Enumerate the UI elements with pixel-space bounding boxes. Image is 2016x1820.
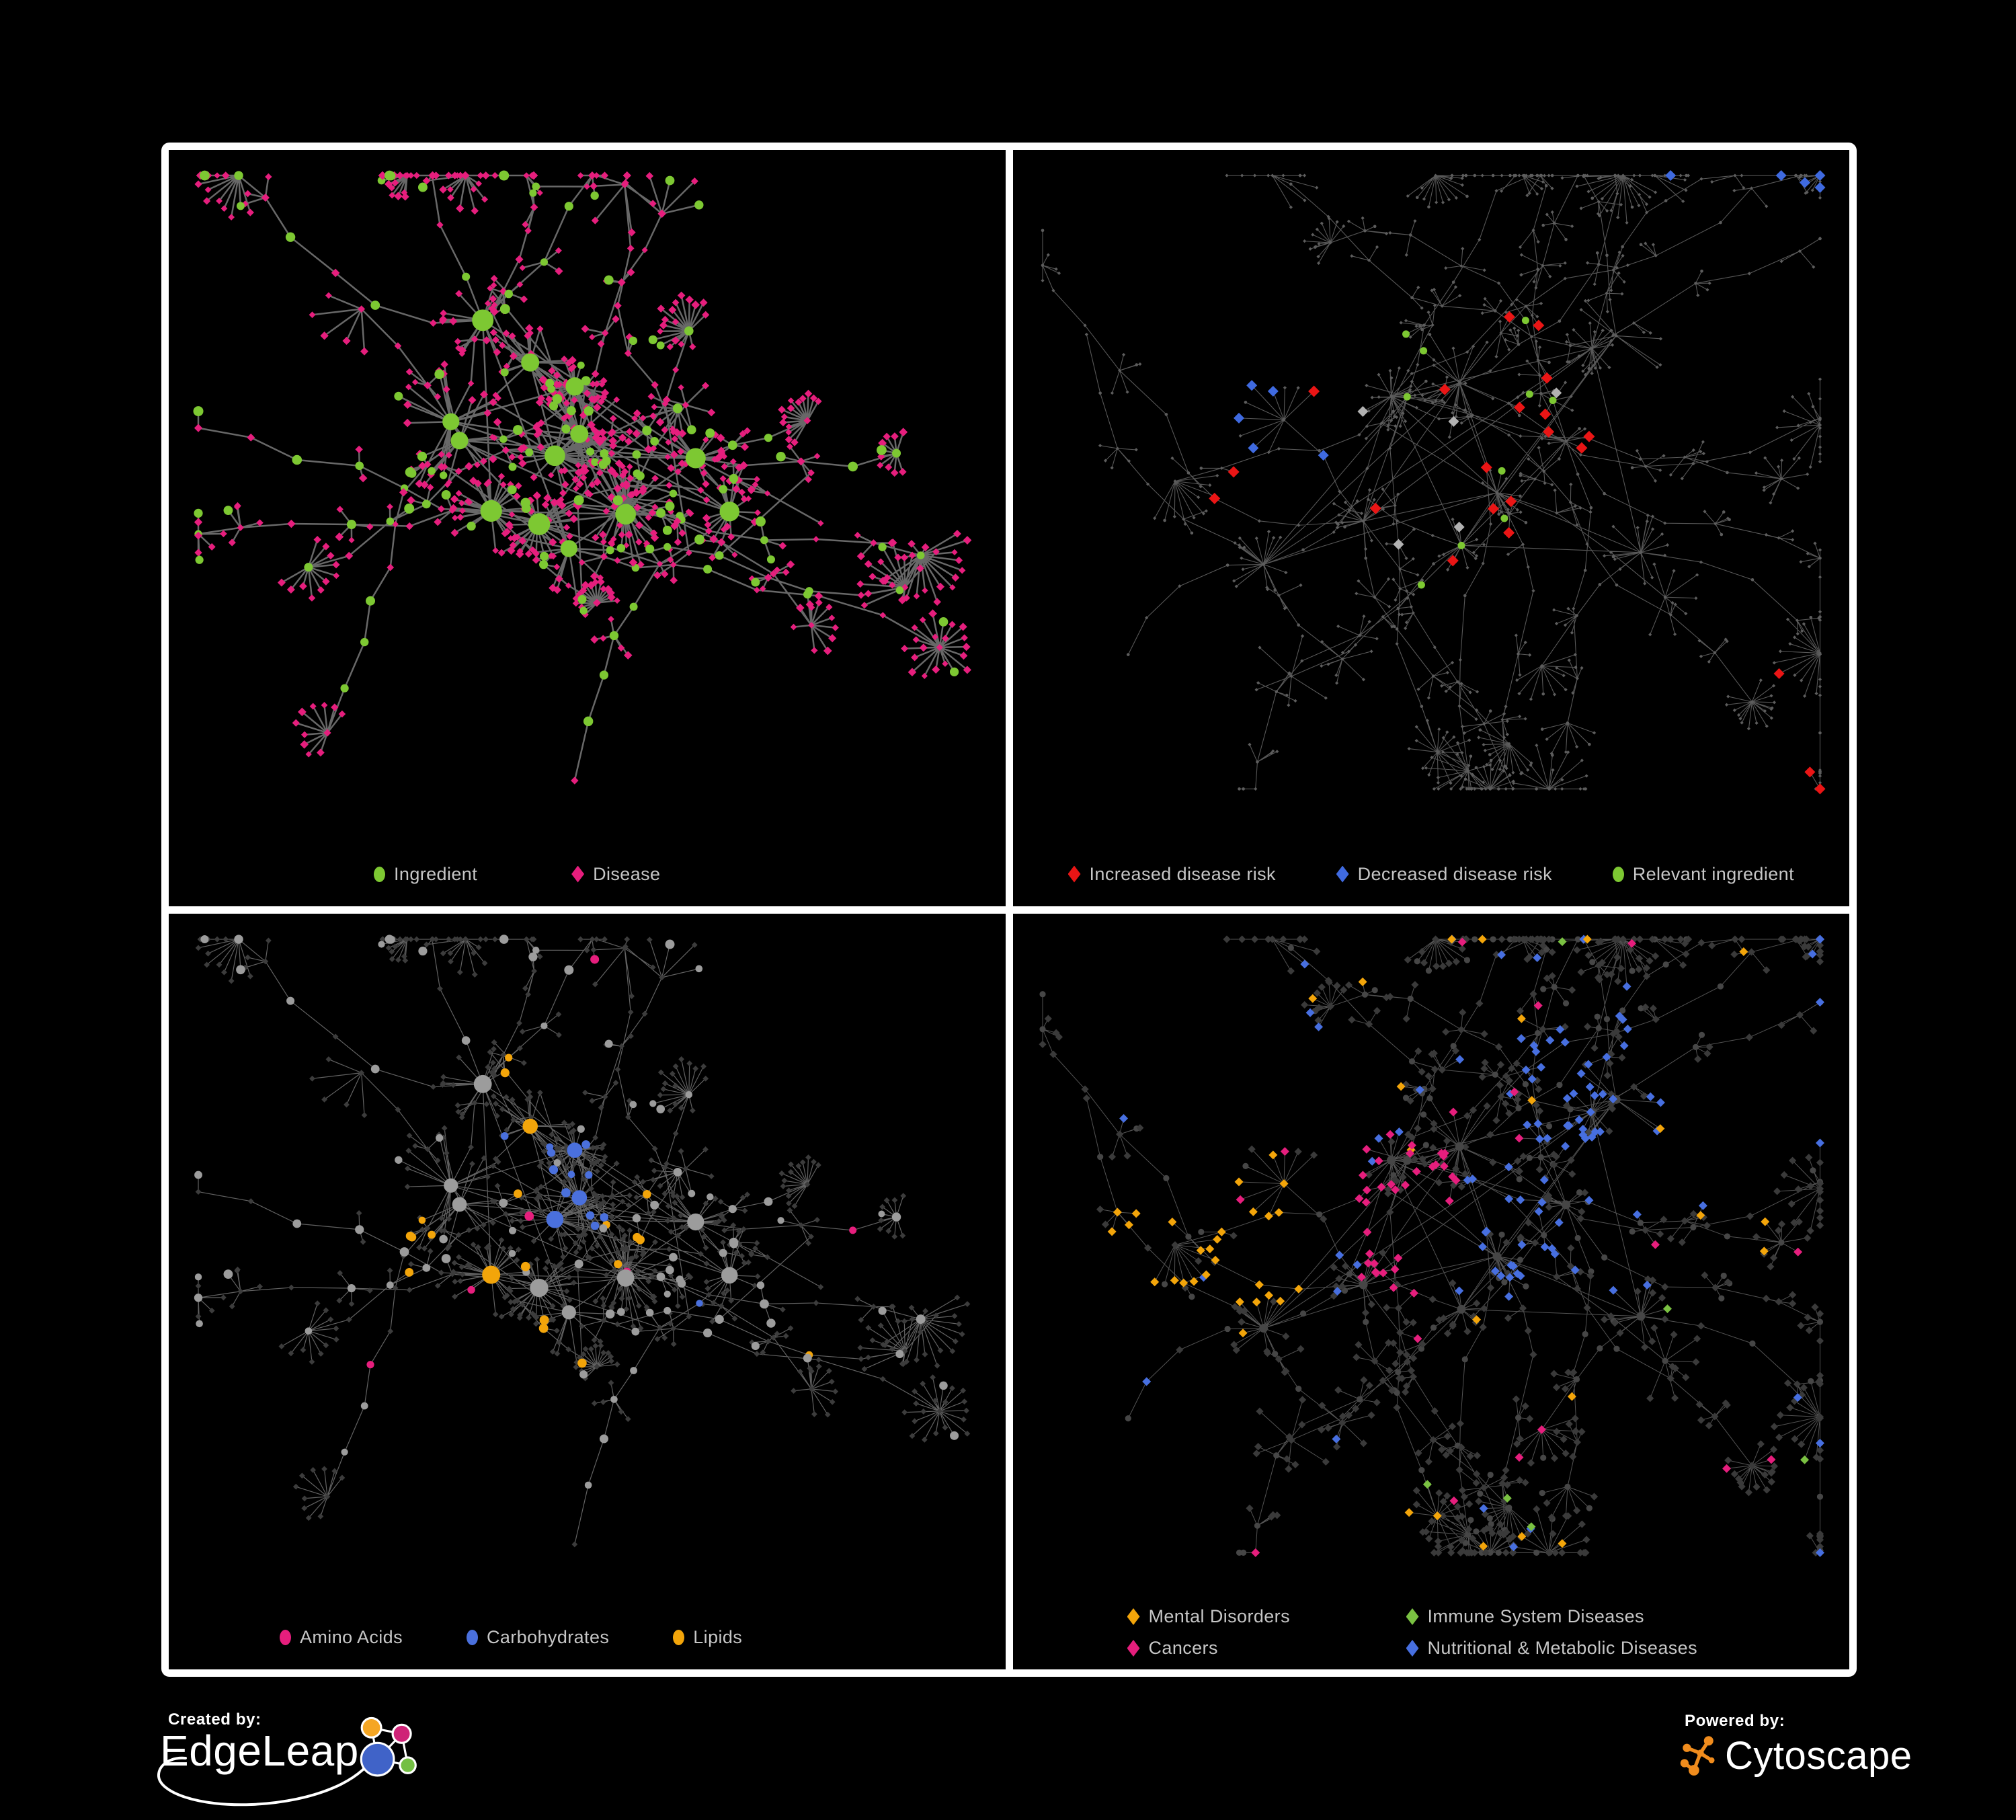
mental-disorders-marker-icon	[1127, 1608, 1140, 1625]
powered-by-label: Powered by:	[1685, 1712, 1785, 1730]
immune-diseases-marker-icon	[1406, 1608, 1419, 1625]
cytoscape-logo-icon	[1680, 1736, 1715, 1776]
increased-risk-marker-icon	[1067, 865, 1081, 883]
legend-disease-risk: Increased disease risk Decreased disease…	[1013, 864, 1850, 885]
legend-label: Relevant ingredient	[1632, 863, 1794, 884]
edgeleap-branding: Created by: EdgeLeap	[157, 1710, 429, 1818]
decreased-risk-marker-icon	[1336, 865, 1349, 883]
legend-label: Lipids	[693, 1627, 743, 1647]
lipids-marker-icon	[673, 1630, 685, 1645]
amino-acids-marker-icon	[280, 1630, 291, 1645]
legend-label: Decreased disease risk	[1357, 863, 1553, 884]
legend-item-ingredient: Ingredient	[374, 864, 477, 885]
network-graph-disease-categories	[1038, 935, 1824, 1557]
legend-label: Amino Acids	[300, 1627, 403, 1647]
legend-item-lipids: Lipids	[673, 1627, 742, 1648]
legend-item-carbohydrates: Carbohydrates	[466, 1627, 610, 1648]
legend-label: Immune System Diseases	[1427, 1606, 1644, 1626]
created-by-label: Created by:	[168, 1710, 261, 1729]
panel-ingredient-disease-network: Ingredient Disease	[169, 150, 1006, 906]
legend-label: Increased disease risk	[1089, 863, 1276, 884]
edgeleap-logo-icon	[360, 1716, 417, 1777]
legend-item-increased-risk: Increased disease risk	[1067, 863, 1276, 885]
legend-label: Ingredient	[394, 863, 478, 884]
network-graph-ingredient-disease	[193, 170, 972, 785]
cytoscape-wordmark: Cytoscape	[1725, 1734, 1912, 1778]
legend-label: Cancers	[1148, 1638, 1218, 1658]
panel-nutrient-class-network: Amino Acids Carbohydrates Lipids	[169, 913, 1006, 1669]
network-graph-nutrient-classes	[194, 934, 971, 1547]
legend-item-decreased-risk: Decreased disease risk	[1336, 864, 1552, 885]
panel-disease-risk-network: Increased disease risk Decreased disease…	[1012, 150, 1850, 906]
legend-item-relevant-ingredient: Relevant ingredient	[1612, 863, 1794, 885]
legend-label: Nutritional & Metabolic Diseases	[1427, 1638, 1697, 1658]
edgeleap-wordmark: EdgeLeap	[160, 1727, 359, 1775]
figure-grid: Ingredient Disease Increased disease ris…	[161, 143, 1857, 1677]
legend-item-cancers: Cancers	[1127, 1638, 1406, 1659]
legend-ingredient-disease: Ingredient Disease	[169, 864, 1006, 885]
relevant-ingredient-marker-icon	[1612, 866, 1624, 882]
cancers-marker-icon	[1127, 1640, 1140, 1657]
legend-item-disease: Disease	[571, 864, 660, 885]
ingredient-marker-icon	[374, 866, 385, 882]
disease-marker-icon	[571, 865, 585, 883]
legend-label: Disease	[593, 863, 661, 884]
legend-nutrient-classes: Amino Acids Carbohydrates Lipids	[169, 1627, 1006, 1648]
legend-item-metabolic-diseases: Nutritional & Metabolic Diseases	[1406, 1638, 1697, 1659]
legend-label: Mental Disorders	[1148, 1606, 1290, 1626]
metabolic-diseases-marker-icon	[1406, 1640, 1419, 1657]
panel-disease-category-network: Mental Disorders Immune System Diseases …	[1012, 913, 1849, 1669]
legend-item-mental-disorders: Mental Disorders	[1127, 1606, 1406, 1627]
legend-disease-categories: Mental Disorders Immune System Diseases …	[1127, 1606, 1697, 1659]
network-graph-disease-risk	[1040, 170, 1825, 795]
carbohydrates-marker-icon	[466, 1630, 478, 1645]
legend-item-amino-acids: Amino Acids	[280, 1627, 403, 1648]
legend-label: Carbohydrates	[486, 1627, 610, 1647]
cytoscape-branding: Powered by: Cytoscape	[1679, 1712, 1912, 1779]
legend-item-immune-diseases: Immune System Diseases	[1406, 1606, 1697, 1627]
